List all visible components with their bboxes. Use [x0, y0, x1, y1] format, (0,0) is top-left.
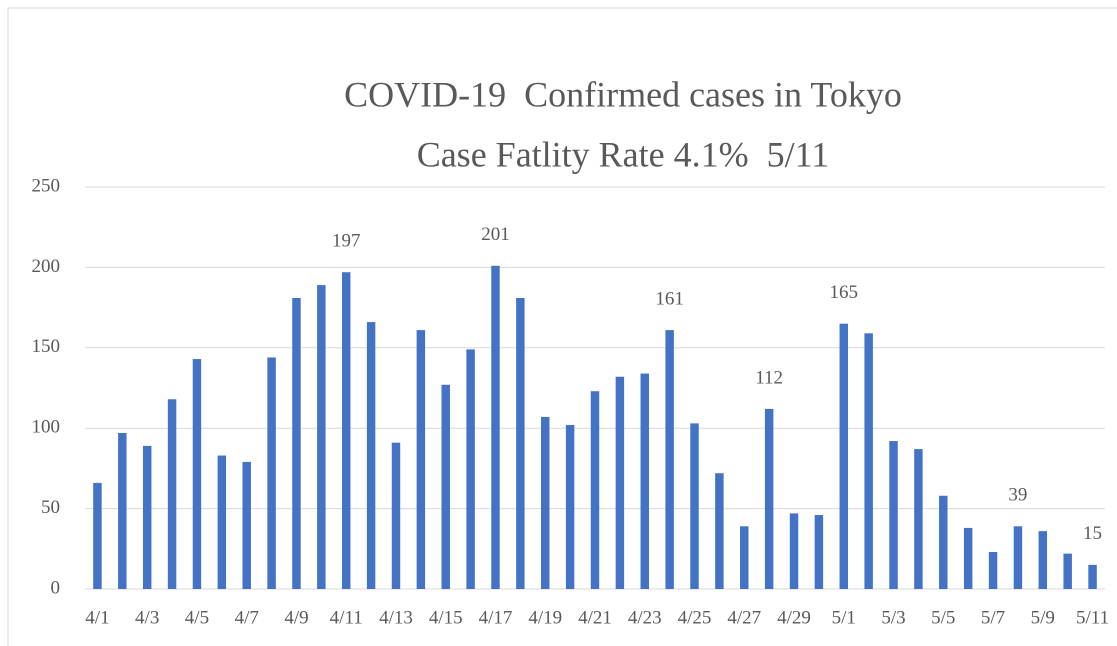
- y-tick-label: 0: [51, 577, 61, 598]
- data-label: 15: [1083, 523, 1102, 544]
- y-tick-label: 100: [32, 417, 61, 438]
- bar: [541, 416, 550, 589]
- bar: [142, 445, 152, 589]
- x-tick-label: 5/11: [1076, 607, 1109, 628]
- bar: [267, 357, 276, 589]
- x-tick-label: 5/1: [832, 607, 856, 628]
- bar: [640, 373, 649, 589]
- y-tick-label: 200: [32, 256, 61, 277]
- x-tick-label: 5/7: [981, 607, 1005, 628]
- bar: [391, 442, 401, 589]
- x-tick-label: 4/15: [429, 607, 463, 628]
- data-label: 197: [332, 231, 361, 252]
- x-tick-label: 4/11: [330, 607, 363, 628]
- x-tick-label: 5/5: [931, 607, 955, 628]
- bar: [1088, 564, 1097, 589]
- bar: [192, 359, 202, 589]
- bar: [242, 461, 251, 589]
- bar: [889, 441, 898, 589]
- bar: [466, 349, 475, 589]
- bar: [1013, 526, 1023, 589]
- x-tick-label: 4/19: [528, 607, 562, 628]
- x-tick-label: 4/23: [628, 607, 662, 628]
- data-label: 201: [481, 224, 510, 245]
- bar: [1063, 553, 1072, 589]
- bar: [615, 376, 625, 589]
- data-label: 39: [1008, 485, 1027, 506]
- bar: [963, 527, 973, 589]
- bar: [292, 297, 301, 589]
- x-tick-label: 4/13: [379, 607, 413, 628]
- chart-frame: [7, 7, 1117, 646]
- x-tick-label: 4/1: [85, 607, 109, 628]
- bar: [341, 272, 351, 589]
- y-tick-label: 150: [32, 336, 61, 357]
- bar: [317, 285, 326, 589]
- bar: [416, 330, 426, 589]
- data-label: 112: [755, 367, 783, 388]
- bar: [217, 455, 227, 589]
- data-label: 161: [655, 288, 684, 309]
- bar: [366, 322, 376, 589]
- chart-subtitle: Case Fatlity Rate 4.1% 5/11: [417, 134, 830, 174]
- bar: [665, 330, 674, 589]
- bar: [740, 526, 749, 589]
- bar: [864, 333, 873, 589]
- bar: [441, 384, 450, 589]
- bar: [93, 482, 102, 589]
- x-tick-label: 4/3: [135, 607, 159, 628]
- bar: [715, 473, 724, 589]
- bar: [491, 265, 500, 589]
- bar: [1038, 531, 1048, 589]
- x-tick-label: 4/17: [479, 607, 513, 628]
- bar: [914, 449, 923, 589]
- x-tick-label: 4/27: [727, 607, 761, 628]
- x-tick-label: 4/29: [777, 607, 811, 628]
- bar: [590, 391, 600, 589]
- x-tick-label: 4/25: [678, 607, 712, 628]
- x-tick-label: 5/9: [1031, 607, 1055, 628]
- data-label: 165: [830, 282, 859, 303]
- chart-title: COVID-19 Confirmed cases in Tokyo: [344, 74, 902, 114]
- y-tick-label: 50: [41, 497, 60, 518]
- bar: [939, 495, 948, 589]
- x-tick-label: 4/7: [235, 607, 259, 628]
- x-tick-label: 4/21: [578, 607, 612, 628]
- bar: [565, 424, 575, 589]
- bar: [789, 513, 799, 589]
- y-tick-label: 250: [32, 175, 61, 196]
- bar: [690, 423, 699, 589]
- bar: [839, 323, 849, 589]
- x-tick-label: 4/5: [185, 607, 209, 628]
- bar: [814, 515, 824, 589]
- x-tick-label: 4/9: [284, 607, 308, 628]
- x-tick-label: 5/3: [881, 607, 905, 628]
- bar: [988, 552, 998, 589]
- bar: [118, 433, 127, 589]
- bar: [764, 408, 774, 589]
- bar: [516, 297, 525, 589]
- bar: [167, 399, 177, 589]
